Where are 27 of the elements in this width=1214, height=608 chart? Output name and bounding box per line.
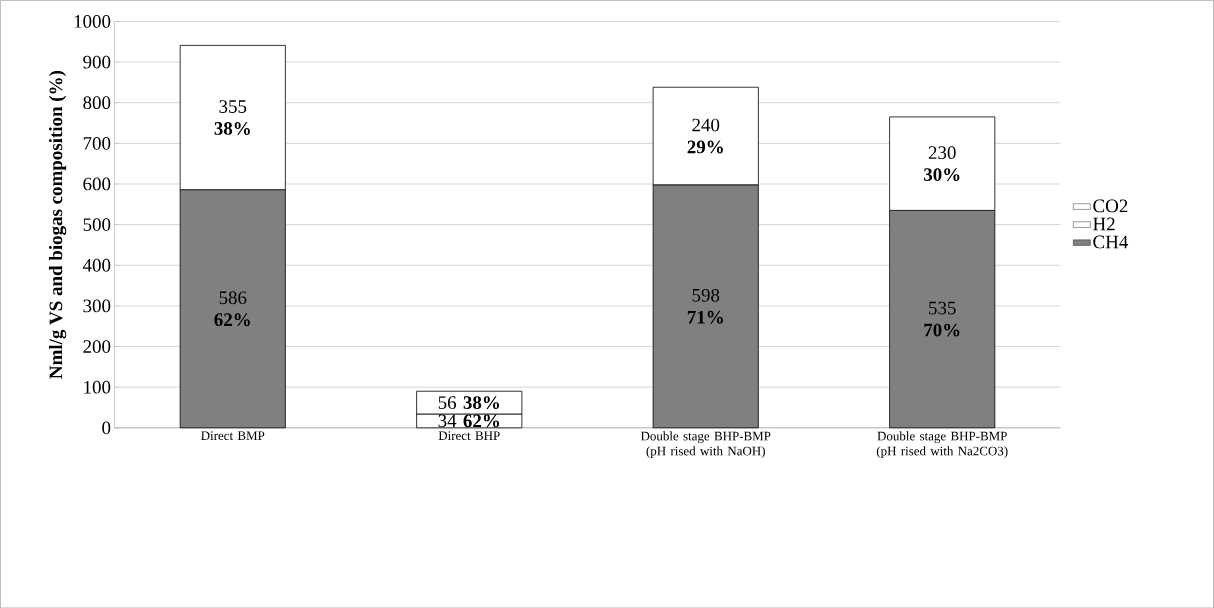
legend-label: H2 <box>1093 217 1115 230</box>
data-label: 586 62% <box>214 291 250 326</box>
y-tick-label: 100 <box>84 380 111 394</box>
data-label: 34 62% <box>438 414 500 428</box>
y-tick-label: 0 <box>102 421 111 435</box>
data-label: 56 38% <box>438 396 500 409</box>
y-tick-label: 400 <box>82 258 111 272</box>
y-tick-label: 600 <box>83 177 111 191</box>
legend-label: CO2 <box>1093 199 1128 213</box>
y-tick-label: 900 <box>83 55 111 69</box>
x-tick-label: Double stage BHP-BMP (pH rised with Na2CO3) <box>876 431 1008 458</box>
y-tick-label: 300 <box>83 299 111 313</box>
legend-label: CH4 <box>1093 235 1129 249</box>
y-tick-label: 1000 <box>74 14 111 28</box>
x-tick-label: Double stage BHP-BMP (pH rised with NaOH) <box>640 431 771 458</box>
y-axis-title: Nml/g VS and biogas composition (%) <box>48 70 67 379</box>
data-label: 355 38% <box>214 99 250 135</box>
data-label: 230 30% <box>923 146 960 181</box>
data-label: 535 70% <box>924 301 960 337</box>
y-tick-label: 500 <box>83 218 111 231</box>
x-tick-label: Direct BHP <box>438 431 500 440</box>
data-label: 598 71% <box>687 288 723 324</box>
y-tick-label: 700 <box>83 136 111 150</box>
x-tick-label: Direct BMP <box>201 431 265 440</box>
y-tick-label: 800 <box>83 96 111 109</box>
data-label: 240 29% <box>687 118 723 154</box>
y-tick-label: 200 <box>83 339 111 353</box>
